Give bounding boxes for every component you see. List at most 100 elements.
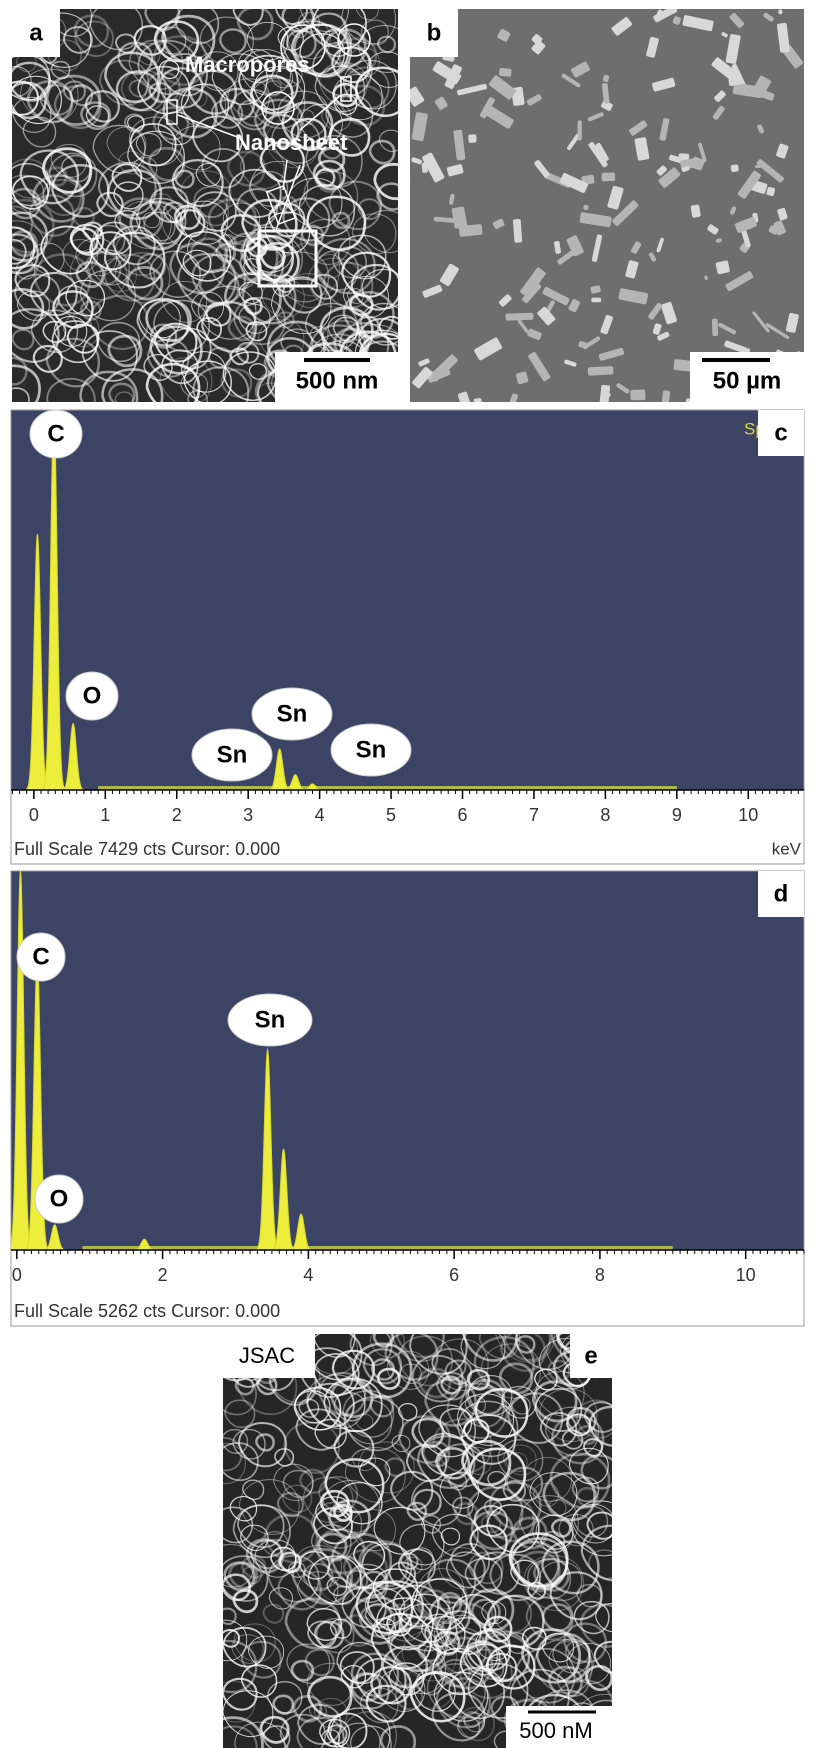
texture	[299, 103, 343, 144]
texture	[473, 1505, 508, 1537]
texture	[288, 272, 328, 309]
panel-label-box	[410, 9, 458, 57]
texture	[223, 1506, 254, 1544]
texture	[591, 234, 603, 262]
texture	[315, 1528, 366, 1575]
texture	[97, 161, 157, 216]
texture	[368, 139, 396, 165]
sample-label: JSAC	[239, 1343, 295, 1368]
texture	[483, 1615, 513, 1643]
texture	[250, 160, 309, 214]
texture	[690, 204, 701, 218]
texture	[752, 311, 770, 333]
texture	[361, 268, 398, 310]
texture	[182, 249, 212, 277]
texture	[435, 1447, 471, 1480]
texture	[12, 328, 35, 351]
texture	[16, 290, 50, 321]
texture	[40, 225, 94, 275]
texture	[143, 353, 173, 381]
texture	[201, 147, 246, 189]
texture	[153, 299, 211, 352]
texture	[313, 1697, 348, 1729]
texture	[248, 363, 267, 380]
texture	[408, 1547, 434, 1571]
texture	[422, 284, 443, 298]
texture	[187, 390, 208, 402]
texture	[174, 9, 220, 45]
texture	[590, 285, 601, 294]
texture	[314, 65, 366, 112]
texture	[53, 85, 102, 129]
texture	[126, 266, 164, 301]
texture	[12, 175, 50, 210]
texture	[296, 1716, 345, 1748]
texture	[484, 105, 514, 129]
texture	[196, 317, 222, 341]
texture	[601, 172, 616, 182]
texture	[96, 221, 133, 255]
texture	[145, 363, 201, 402]
texture	[763, 12, 774, 22]
texture	[297, 1703, 342, 1746]
texture	[310, 1501, 363, 1549]
texture	[239, 147, 285, 190]
texture	[12, 80, 39, 116]
texture	[42, 320, 67, 343]
x-tick-label: 8	[595, 1265, 605, 1285]
texture	[313, 1620, 345, 1649]
texture	[99, 257, 137, 293]
texture	[152, 35, 208, 86]
texture	[12, 205, 34, 243]
texture	[467, 1588, 515, 1632]
texture	[256, 1375, 278, 1396]
texture	[112, 225, 156, 266]
texture	[535, 1632, 591, 1683]
texture	[777, 22, 790, 53]
texture	[431, 1348, 467, 1381]
texture	[230, 88, 275, 131]
texture	[546, 300, 555, 313]
texture	[391, 1434, 411, 1453]
texture	[354, 66, 398, 117]
texture	[418, 1404, 476, 1458]
texture	[634, 137, 650, 161]
texture	[436, 1371, 468, 1401]
texture	[557, 251, 574, 265]
texture	[295, 1408, 342, 1451]
texture	[576, 1486, 599, 1508]
texture	[737, 170, 761, 199]
texture	[20, 68, 79, 123]
texture	[587, 112, 604, 122]
texture	[426, 365, 451, 383]
texture	[65, 279, 106, 317]
texture	[281, 1484, 313, 1513]
texture	[625, 260, 639, 279]
texture	[223, 1628, 241, 1648]
texture	[652, 323, 662, 335]
texture	[324, 1458, 385, 1514]
texture	[366, 1580, 424, 1633]
texture	[411, 112, 428, 141]
texture	[547, 1499, 567, 1517]
x-tick-label: 8	[600, 805, 610, 825]
texture	[398, 1603, 451, 1652]
texture	[12, 66, 32, 97]
texture	[542, 1471, 597, 1522]
texture	[313, 1352, 360, 1396]
x-tick-label: 4	[303, 1265, 313, 1285]
texture	[376, 1367, 401, 1390]
x-tick-label: 10	[738, 805, 758, 825]
texture	[474, 337, 503, 361]
texture	[282, 1469, 314, 1499]
texture	[199, 268, 240, 307]
texture	[240, 1664, 278, 1698]
element-bubble	[34, 1174, 84, 1224]
texture	[416, 1589, 451, 1621]
texture	[293, 1387, 342, 1431]
texture	[341, 1586, 387, 1628]
texture	[648, 303, 663, 320]
texture	[169, 242, 226, 295]
texture	[119, 200, 172, 249]
